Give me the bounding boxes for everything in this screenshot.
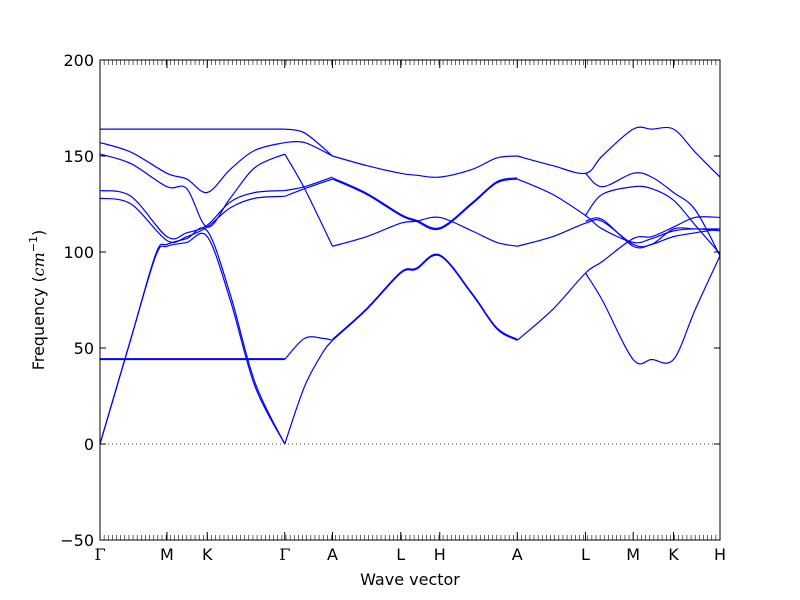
x-tick-label: L	[396, 545, 405, 564]
band-line	[332, 253, 518, 340]
band-line	[332, 254, 518, 341]
y-axis-label: Frequency (cm−1)	[27, 230, 48, 371]
band-line	[585, 217, 721, 249]
band-line	[284, 140, 333, 157]
x-tick-label: Γ	[279, 545, 290, 564]
band-line	[585, 172, 721, 257]
band-line	[332, 178, 518, 231]
y-axis-label-exponent: −1	[27, 236, 40, 252]
y-tick-label: 50	[74, 339, 94, 358]
band-line	[99, 141, 285, 194]
band-series-group	[99, 126, 721, 445]
x-minor-ticks	[99, 60, 721, 540]
band-line	[332, 177, 518, 229]
y-axis-label-unit: cm	[29, 252, 48, 276]
band-line	[584, 255, 721, 365]
y-tick-label: 150	[63, 147, 94, 166]
y-tick-label: 100	[63, 243, 94, 262]
band-line	[332, 155, 518, 178]
y-tick-label: 200	[63, 51, 94, 70]
x-tick-label: M	[626, 545, 640, 564]
band-line	[284, 339, 333, 445]
band-line	[284, 128, 333, 157]
x-tick-label: K	[202, 545, 213, 564]
band-line	[517, 126, 721, 178]
y-axis-ticks: −50 0 50 100 150 200	[60, 51, 720, 550]
band-line	[99, 153, 286, 228]
x-tick-label: L	[581, 545, 590, 564]
plot-frame	[99, 59, 721, 541]
y-axis-label-text: Frequency (	[29, 276, 48, 370]
x-tick-label: A	[327, 545, 338, 564]
band-line	[284, 178, 333, 197]
band-line	[584, 185, 721, 255]
y-axis-label-close: )	[29, 230, 48, 236]
band-line	[284, 176, 333, 192]
y-tick-label: −50	[60, 531, 94, 550]
x-axis-label: Wave vector	[360, 570, 460, 589]
x-tick-label: Γ	[94, 545, 105, 564]
x-tick-label: M	[160, 545, 174, 564]
x-tick-label: H	[434, 545, 446, 564]
band-line	[332, 216, 518, 247]
band-line	[284, 336, 333, 360]
x-tick-label: A	[512, 545, 523, 564]
y-tick-label: 0	[84, 435, 94, 454]
band-line	[517, 178, 721, 244]
x-tick-label: H	[714, 545, 726, 564]
x-tick-label: K	[668, 545, 679, 564]
band-line	[99, 195, 285, 244]
band-line	[99, 189, 285, 240]
band-line	[516, 216, 721, 341]
